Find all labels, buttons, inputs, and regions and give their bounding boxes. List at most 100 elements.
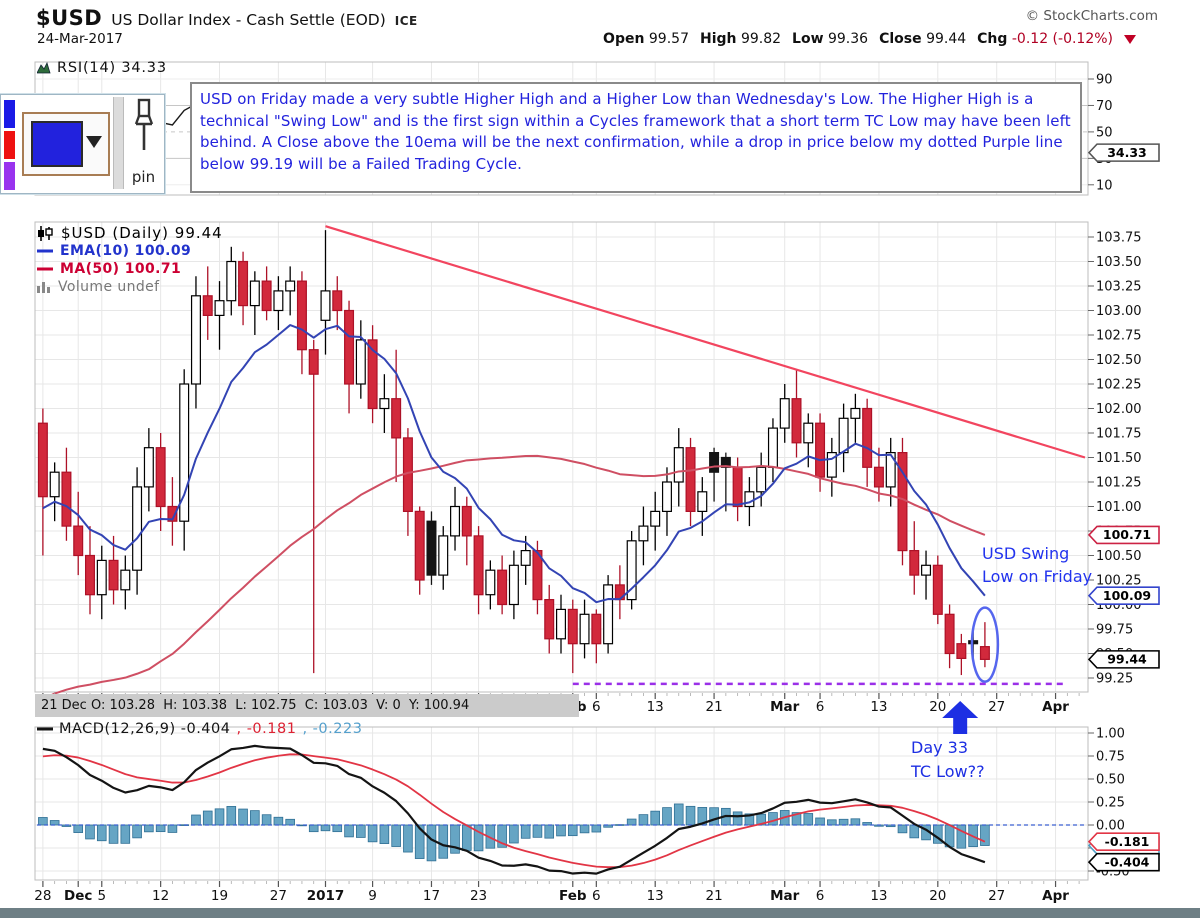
macd-hist-bar: [155, 824, 166, 833]
candle: [96, 559, 107, 596]
day33-annotation[interactable]: Day 33 TC Low??: [911, 736, 985, 784]
candlestick-icon: [38, 225, 53, 241]
macd-hist-bar: [273, 816, 284, 826]
chg-value: -0.12 (-0.12%): [1011, 31, 1113, 47]
macd-hist-bar: [768, 812, 778, 826]
symbol-name: US Dollar Index - Cash Settle (EOD): [111, 11, 386, 29]
macd-legend-hist: , -0.223: [302, 721, 363, 737]
candle: [508, 564, 519, 606]
svg-text:Mar: Mar: [770, 888, 800, 904]
svg-text:50: 50: [1096, 125, 1113, 140]
svg-text:Apr: Apr: [1042, 699, 1069, 715]
svg-text:6: 6: [592, 888, 601, 904]
macd-hist-bar: [662, 807, 672, 826]
candle: [767, 427, 778, 468]
candle: [979, 646, 990, 660]
candle: [226, 260, 237, 302]
color-picker-dropdown[interactable]: [22, 112, 110, 176]
swing-low-annotation[interactable]: USD Swing Low on Friday: [982, 542, 1122, 588]
selected-color-swatch: [31, 121, 83, 167]
candle: [756, 466, 767, 493]
axis-tag: -0.181: [1087, 832, 1160, 851]
quote-row: Open 99.57 High 99.82 Low 99.36 Close 99…: [603, 31, 1136, 47]
macd-hist-bar: [438, 824, 449, 859]
svg-text:103.75: 103.75: [1096, 231, 1142, 246]
macd-hist-bar: [520, 824, 531, 839]
rsi-legend-text: RSI(14) 34.33: [57, 60, 167, 76]
pin-button[interactable]: pin: [125, 98, 162, 190]
macd-hist-bar: [509, 824, 519, 844]
svg-text:Apr: Apr: [1042, 888, 1069, 904]
day33-line1: Day 33: [911, 738, 969, 757]
ma-legend-text: MA(50) 100.71: [60, 261, 182, 277]
svg-text:6: 6: [816, 888, 825, 904]
volume-bars-icon: [37, 282, 50, 293]
macd-hist-bar: [673, 803, 684, 826]
candle: [320, 290, 331, 321]
macd-hist-bar: [238, 808, 248, 826]
low-label: Low: [792, 31, 824, 47]
candle: [214, 300, 225, 317]
macd-hist-bar: [815, 817, 825, 826]
macd-hist-bar: [73, 824, 84, 833]
candle: [638, 525, 649, 542]
macd-hist-bar: [332, 824, 343, 833]
candle: [108, 559, 119, 591]
candle: [544, 598, 555, 640]
macd-hist-bar: [308, 824, 319, 833]
annotation-text-box[interactable]: USD on Friday made a very subtle Higher …: [190, 82, 1082, 193]
candle: [414, 510, 425, 581]
candle: [73, 525, 84, 557]
high-label: High: [699, 31, 737, 47]
macd-line-swatch-icon: [37, 727, 53, 731]
svg-text:19: 19: [211, 888, 228, 904]
downtrend-line: [325, 225, 1086, 459]
svg-text:27: 27: [988, 699, 1005, 715]
candle: [661, 481, 672, 512]
macd-hist-bar: [626, 818, 637, 826]
swing-note-line1: USD Swing: [982, 544, 1070, 563]
candle: [862, 407, 873, 468]
candle: [520, 549, 531, 566]
candle: [179, 383, 190, 522]
chartnotes-toolbar: pin: [0, 94, 165, 194]
candle: [555, 608, 566, 640]
macd-hist-bar: [202, 810, 213, 826]
svg-text:13: 13: [870, 888, 887, 904]
macd-hist-bar: [96, 824, 107, 842]
friday-candle-circle: [970, 606, 1000, 683]
candle: [956, 643, 967, 660]
blue-swatch[interactable]: [4, 100, 15, 128]
macd-hist-bar: [850, 818, 861, 826]
macd-hist-bar: [827, 819, 837, 826]
svg-text:12: 12: [152, 888, 169, 904]
candle: [238, 260, 249, 307]
candle: [744, 491, 755, 508]
stockcharts-credit: © StockCharts.com: [1025, 8, 1158, 24]
macd-hist-bar: [450, 824, 460, 854]
candle: [296, 280, 307, 351]
svg-text:99.25: 99.25: [1096, 672, 1133, 687]
candle: [591, 613, 602, 645]
svg-text:6: 6: [816, 699, 825, 715]
svg-text:101.00: 101.00: [1096, 500, 1142, 515]
macd-hist-bar: [285, 818, 295, 826]
purple-swatch[interactable]: [4, 162, 15, 190]
macd-hist-bar: [167, 824, 178, 833]
candle: [497, 569, 508, 606]
macd-hist-bar: [250, 810, 260, 826]
candle: [143, 447, 154, 488]
candle: [37, 422, 48, 498]
svg-text:Dec: Dec: [64, 888, 92, 904]
candle: [532, 549, 543, 601]
macd-hist-bar: [567, 824, 578, 837]
macd-hist-bar: [426, 824, 437, 862]
svg-text:27: 27: [988, 888, 1005, 904]
candle: [61, 471, 72, 527]
candle: [132, 486, 143, 571]
svg-text:20: 20: [929, 699, 946, 715]
candle: [932, 564, 943, 615]
candle: [273, 290, 284, 312]
red-swatch[interactable]: [4, 131, 15, 159]
high-value: 99.82: [740, 31, 782, 47]
